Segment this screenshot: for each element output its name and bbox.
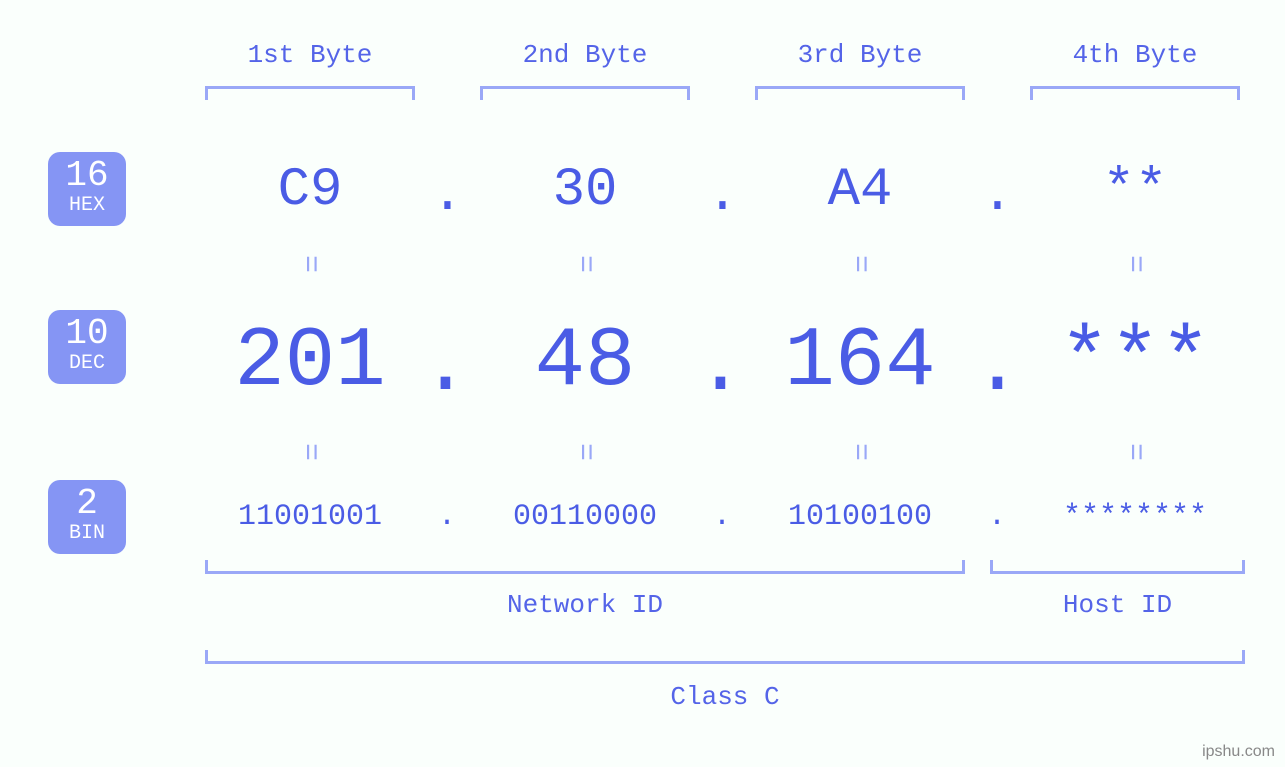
byte-bracket-4	[1030, 86, 1240, 100]
bin-dot-1: .	[432, 500, 462, 534]
eq-db-2: =	[567, 443, 601, 461]
bin-val-2: 00110000	[460, 500, 710, 534]
network-id-bracket	[205, 560, 965, 574]
byte-label-4: 4th Byte	[1025, 40, 1245, 70]
dec-dot-3: .	[970, 320, 1025, 415]
eq-db-3: =	[842, 443, 876, 461]
bin-val-1: 11001001	[185, 500, 435, 534]
eq-hd-3: =	[842, 255, 876, 273]
hex-val-3: A4	[750, 160, 970, 221]
hex-val-2: 30	[475, 160, 695, 221]
hex-dot-2: .	[695, 165, 750, 226]
watermark: ipshu.com	[1202, 743, 1275, 761]
bin-badge-txt: BIN	[48, 524, 126, 544]
eq-db-4: =	[1117, 443, 1151, 461]
bin-badge: 2 BIN	[48, 480, 126, 554]
dec-val-3: 164	[735, 315, 985, 410]
hex-val-1: C9	[200, 160, 420, 221]
hex-val-4: **	[1025, 160, 1245, 221]
eq-db-1: =	[292, 443, 326, 461]
class-bracket	[205, 650, 1245, 664]
byte-label-2: 2nd Byte	[475, 40, 695, 70]
bin-dot-2: .	[707, 500, 737, 534]
eq-hd-4: =	[1117, 255, 1151, 273]
bin-val-3: 10100100	[735, 500, 985, 534]
hex-badge-txt: HEX	[48, 196, 126, 216]
bin-val-4: ********	[1010, 500, 1260, 534]
bin-badge-num: 2	[48, 486, 126, 522]
dec-badge-num: 10	[48, 316, 126, 352]
hex-dot-1: .	[420, 165, 475, 226]
dec-badge-txt: DEC	[48, 354, 126, 374]
hex-badge: 16 HEX	[48, 152, 126, 226]
class-label: Class C	[205, 682, 1245, 712]
network-id-label: Network ID	[205, 590, 965, 620]
byte-bracket-2	[480, 86, 690, 100]
bin-dot-3: .	[982, 500, 1012, 534]
eq-hd-1: =	[292, 255, 326, 273]
eq-hd-2: =	[567, 255, 601, 273]
byte-label-1: 1st Byte	[200, 40, 420, 70]
byte-bracket-1	[205, 86, 415, 100]
byte-bracket-3	[755, 86, 965, 100]
dec-dot-2: .	[693, 320, 748, 415]
host-id-bracket	[990, 560, 1245, 574]
host-id-label: Host ID	[990, 590, 1245, 620]
byte-label-3: 3rd Byte	[750, 40, 970, 70]
dec-dot-1: .	[418, 320, 473, 415]
dec-val-2: 48	[475, 315, 695, 410]
dec-val-1: 201	[185, 315, 435, 410]
dec-val-4: ***	[1010, 315, 1260, 410]
hex-dot-3: .	[970, 165, 1025, 226]
dec-badge: 10 DEC	[48, 310, 126, 384]
hex-badge-num: 16	[48, 158, 126, 194]
